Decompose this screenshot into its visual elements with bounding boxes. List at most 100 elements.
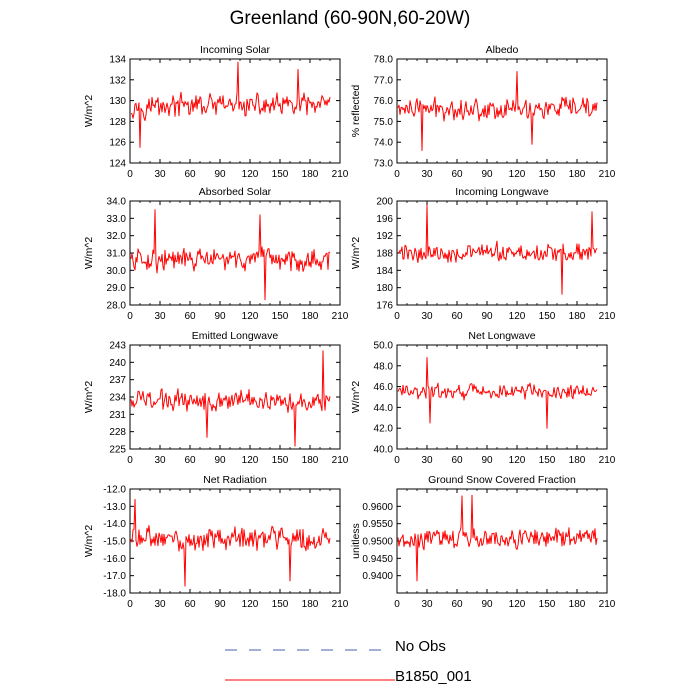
y-tick-label: 192 <box>376 231 393 242</box>
x-tick-label: 120 <box>242 599 259 610</box>
y-tick-label: -17.0 <box>103 571 126 582</box>
y-tick-label: 46.0 <box>374 382 394 393</box>
y-tick-label: 0.9400 <box>362 571 393 582</box>
y-axis-label: W/m^2 <box>350 381 362 414</box>
y-tick-label: 200 <box>376 197 393 208</box>
x-tick-label: 150 <box>539 455 556 466</box>
x-tick-label: 60 <box>451 169 463 180</box>
y-tick-label: 50.0 <box>374 341 394 352</box>
x-tick-label: 210 <box>332 169 349 180</box>
y-axis-label: W/m^2 <box>83 525 95 558</box>
x-tick-label: 0 <box>127 599 133 610</box>
y-axis-label: W/m^2 <box>83 237 95 270</box>
chart-title: Incoming Solar <box>200 44 271 56</box>
series-line-B1850_001 <box>397 357 598 429</box>
x-tick-label: 90 <box>481 455 493 466</box>
y-tick-label: 78.0 <box>374 55 394 66</box>
x-tick-label: 120 <box>509 169 526 180</box>
x-tick-label: 0 <box>127 311 133 322</box>
chart-panel-7: Net Radiation W/m^2 0 30 60 90 120 150 180 210 -18… <box>83 474 349 610</box>
y-tick-label: 74.0 <box>374 138 394 149</box>
x-tick-label: 210 <box>332 311 349 322</box>
x-tick-label: 210 <box>599 169 616 180</box>
x-tick-label: 150 <box>539 599 556 610</box>
chart-title: Ground Snow Covered Fraction <box>428 474 576 486</box>
x-tick-label: 0 <box>127 455 133 466</box>
y-tick-label: 34.0 <box>107 197 127 208</box>
x-tick-label: 150 <box>272 455 289 466</box>
x-tick-label: 120 <box>509 599 526 610</box>
x-tick-label: 0 <box>394 169 400 180</box>
plot-frame <box>396 58 608 164</box>
y-tick-label: 31.0 <box>107 249 127 260</box>
chart-panel-5: Emitted Longwave W/m^2 0 30 60 90 120 150 180 210… <box>83 330 349 466</box>
y-tick-label: -18.0 <box>103 589 126 600</box>
x-tick-label: 210 <box>599 599 616 610</box>
x-tick-label: 60 <box>451 599 463 610</box>
series-line-B1850_001 <box>397 494 598 582</box>
x-tick-label: 150 <box>539 311 556 322</box>
x-tick-label: 30 <box>154 311 166 322</box>
series-line-B1850_001 <box>130 350 331 447</box>
y-tick-label: 76.0 <box>374 96 394 107</box>
y-tick-label: 188 <box>376 249 393 260</box>
x-tick-label: 60 <box>451 455 463 466</box>
x-tick-label: 150 <box>272 599 289 610</box>
chart-title: Incoming Longwave <box>455 186 549 198</box>
x-tick-label: 60 <box>184 311 196 322</box>
x-tick-label: 0 <box>127 169 133 180</box>
series-line-B1850_001 <box>397 71 598 151</box>
y-tick-label: -15.0 <box>103 537 126 548</box>
x-tick-label: 180 <box>569 311 586 322</box>
y-tick-label: 28.0 <box>107 301 127 312</box>
x-tick-label: 120 <box>242 169 259 180</box>
x-tick-label: 60 <box>184 455 196 466</box>
y-axis-label: W/m^2 <box>83 95 95 128</box>
chart-panel-6: Net Longwave W/m^2 0 30 60 90 120 150 180 210 40.0… <box>350 330 616 466</box>
x-tick-label: 210 <box>599 311 616 322</box>
x-tick-label: 150 <box>272 311 289 322</box>
chart-title: Net Longwave <box>468 330 535 342</box>
y-axis-label: W/m^2 <box>350 237 362 270</box>
x-tick-label: 30 <box>154 455 166 466</box>
chart-panel-4: Incoming Longwave W/m^2 0 30 60 90 120 150 180 21… <box>350 186 616 322</box>
x-tick-label: 150 <box>539 169 556 180</box>
y-tick-label: 134 <box>109 55 126 66</box>
x-tick-label: 30 <box>421 455 433 466</box>
y-tick-label: 0.9450 <box>362 554 393 565</box>
y-tick-label: 128 <box>109 117 126 128</box>
x-tick-label: 90 <box>481 599 493 610</box>
y-tick-label: 132 <box>109 75 126 86</box>
y-tick-label: 231 <box>109 410 126 421</box>
x-tick-label: 30 <box>154 169 166 180</box>
y-tick-label: 237 <box>109 375 126 386</box>
chart-title: Albedo <box>486 44 519 56</box>
x-tick-label: 30 <box>421 599 433 610</box>
y-tick-label: 243 <box>109 341 126 352</box>
x-tick-label: 90 <box>481 169 493 180</box>
chart-panel-8: Ground Snow Covered Fraction unitless 0 30 6… <box>350 474 616 610</box>
y-tick-label: 42.0 <box>374 424 394 435</box>
y-tick-label: 240 <box>109 358 126 369</box>
x-tick-label: 150 <box>272 169 289 180</box>
y-tick-label: 0.9600 <box>362 502 393 513</box>
y-tick-label: 44.0 <box>374 403 394 414</box>
y-tick-label: 184 <box>376 266 393 277</box>
x-tick-label: 30 <box>421 311 433 322</box>
y-tick-label: 48.0 <box>374 361 394 372</box>
x-tick-label: 180 <box>302 169 319 180</box>
y-axis-label: unitless <box>350 523 362 559</box>
y-tick-label: 33.0 <box>107 214 127 225</box>
y-tick-label: 228 <box>109 427 126 438</box>
y-axis-label: W/m^2 <box>83 381 95 414</box>
series-line-B1850_001 <box>130 209 331 301</box>
plot-frame <box>129 344 341 450</box>
y-tick-label: 124 <box>109 159 126 170</box>
x-tick-label: 0 <box>394 599 400 610</box>
y-tick-label: -16.0 <box>103 554 126 565</box>
x-tick-label: 60 <box>184 599 196 610</box>
plot-frame <box>129 488 341 594</box>
chart-panel-1: Incoming Solar W/m^2 0 30 60 90 120 150 180 210 12… <box>83 44 349 180</box>
y-tick-label: 40.0 <box>374 445 394 456</box>
y-tick-label: 30.0 <box>107 266 127 277</box>
